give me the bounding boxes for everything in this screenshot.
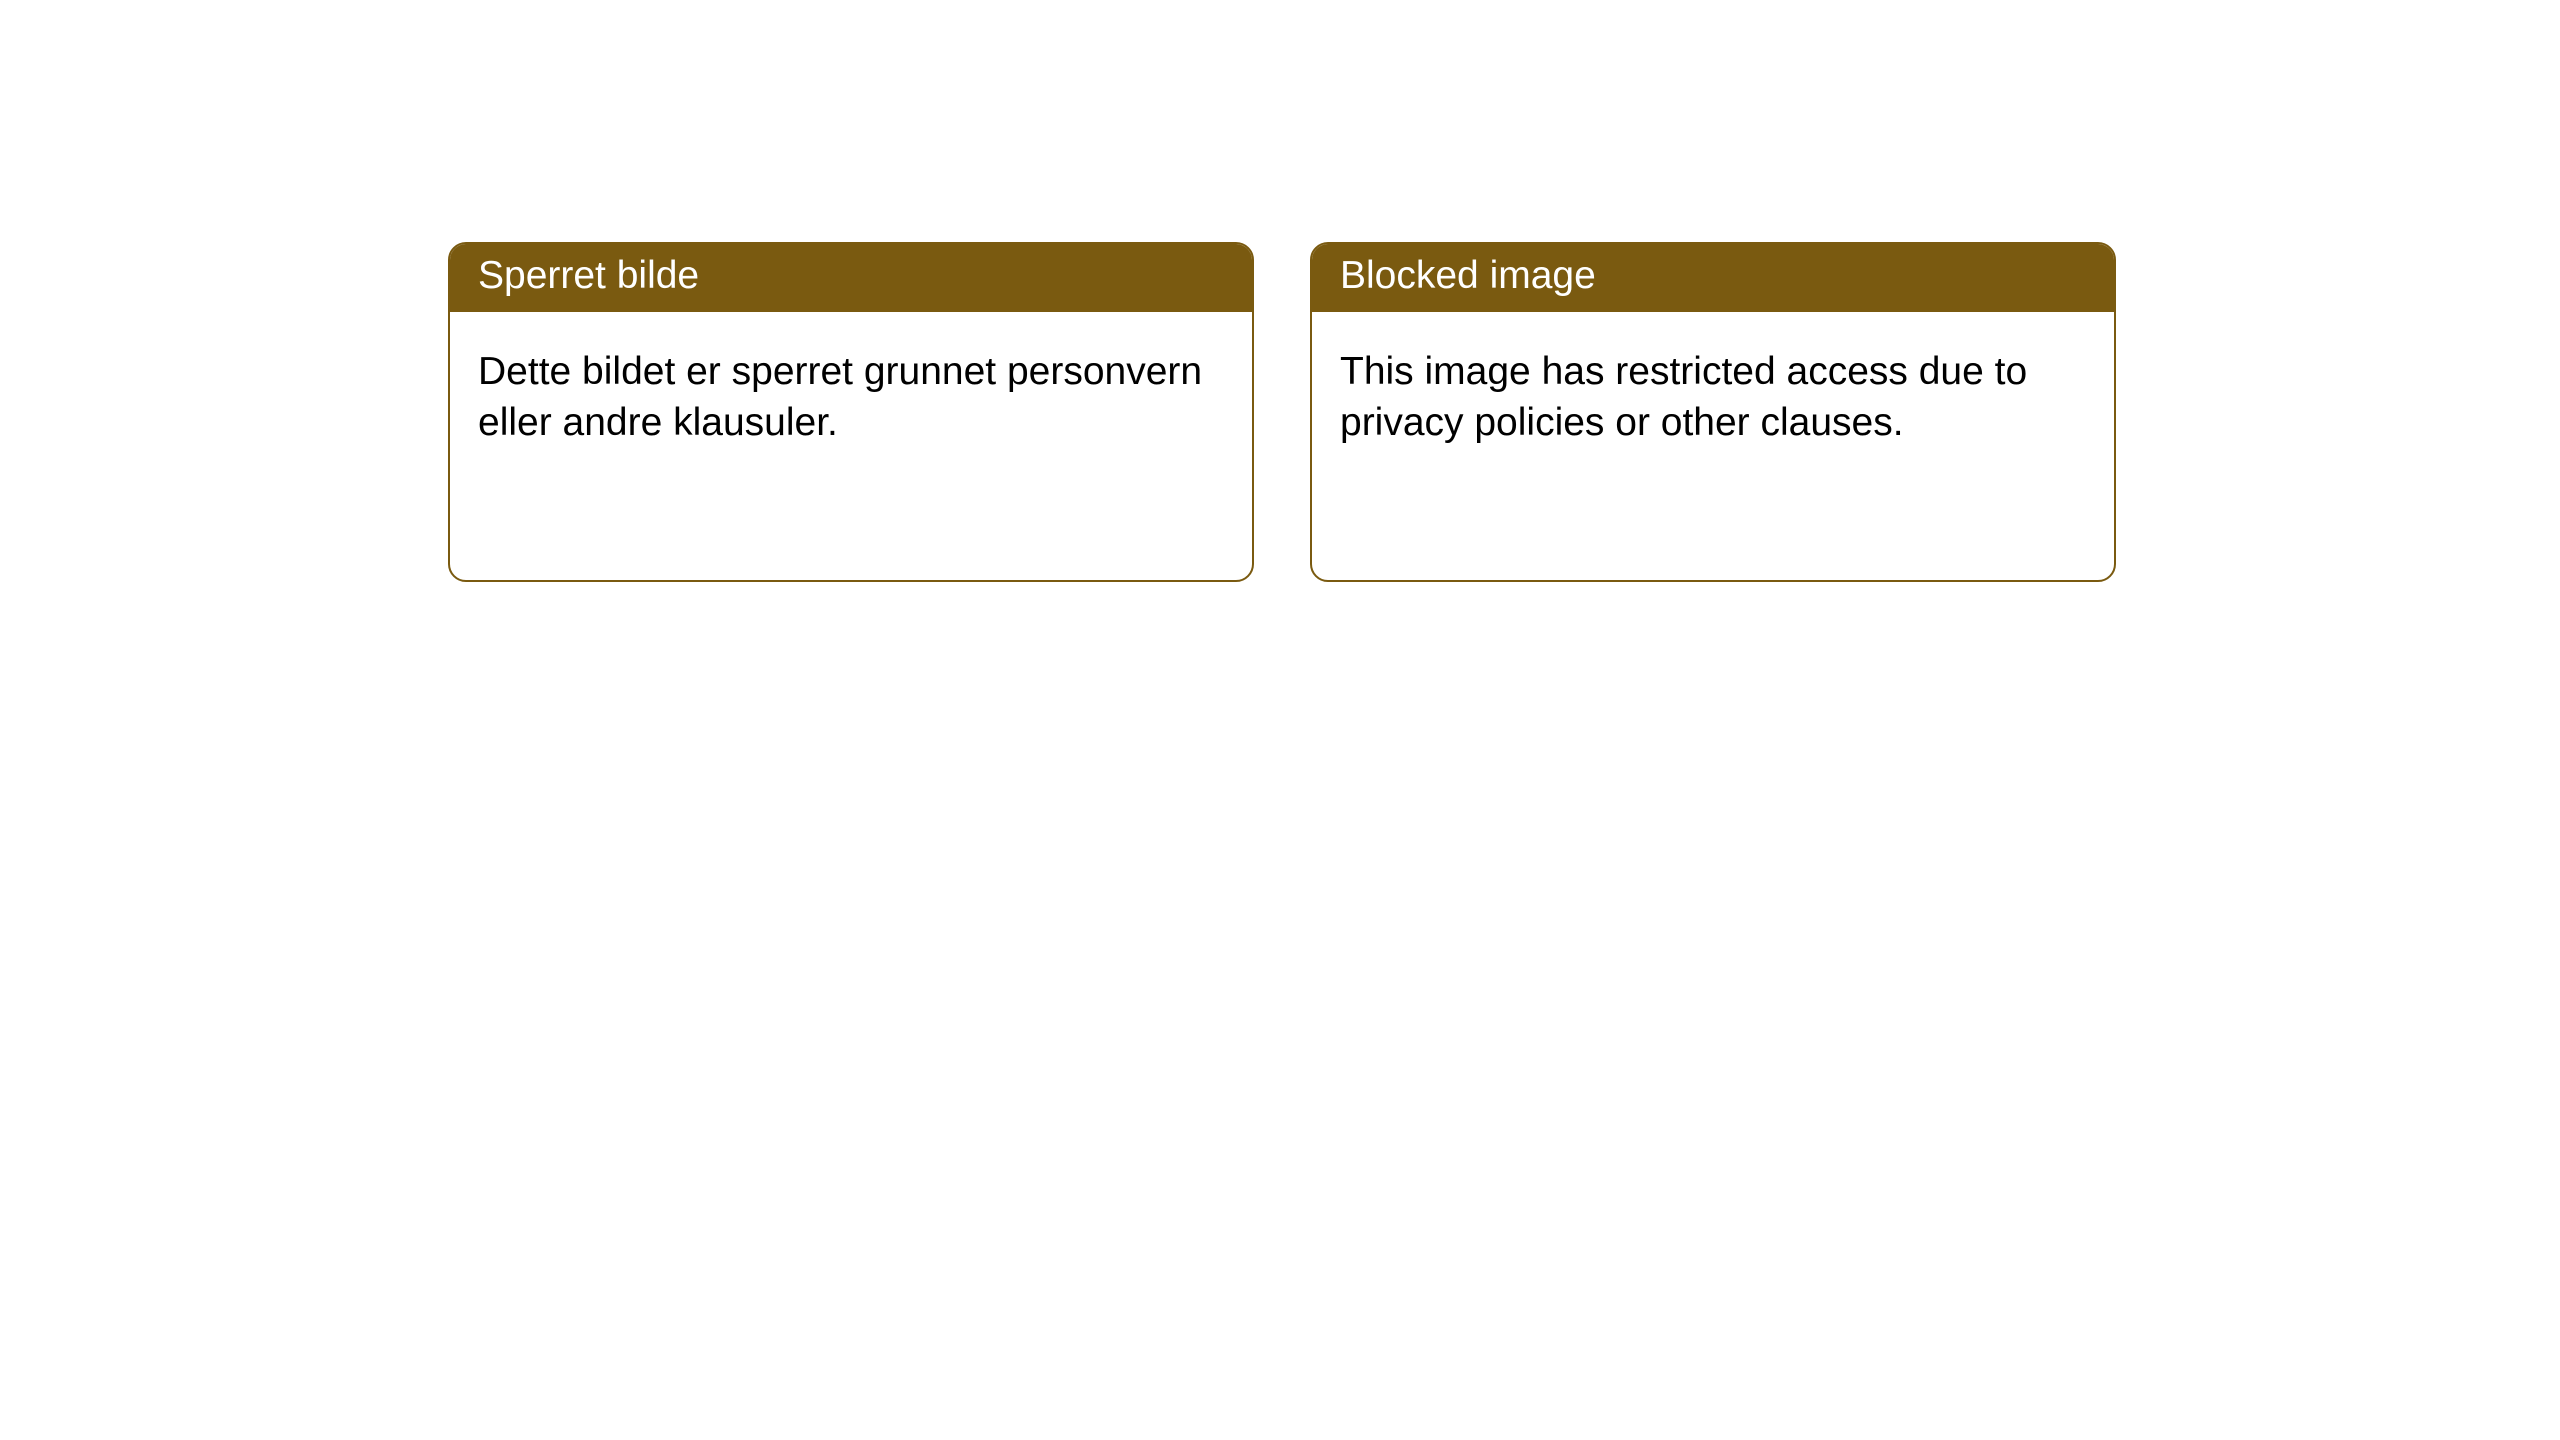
notice-title-en: Blocked image [1312,244,2114,312]
notice-card-en: Blocked image This image has restricted … [1310,242,2116,582]
notice-container: Sperret bilde Dette bildet er sperret gr… [0,0,2560,582]
notice-body-en: This image has restricted access due to … [1312,312,2114,580]
notice-title-no: Sperret bilde [450,244,1252,312]
notice-body-no: Dette bildet er sperret grunnet personve… [450,312,1252,580]
notice-card-no: Sperret bilde Dette bildet er sperret gr… [448,242,1254,582]
